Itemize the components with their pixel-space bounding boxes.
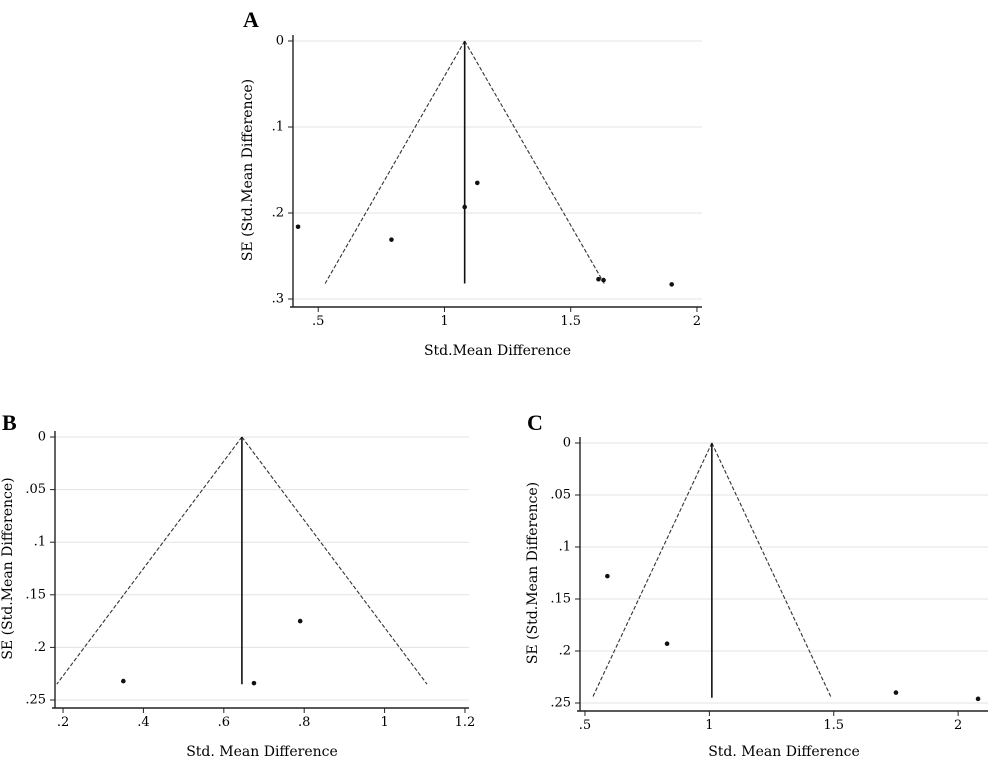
y-tick-label: .15 [550,592,571,607]
funnel-plot-a: A 0 .1 .2 .3 .5 1 1.5 2 Std.Mean Difference SE (St… [240,7,702,359]
data-point [893,690,899,695]
data-point [975,696,981,702]
data-point [664,641,670,647]
y-tick-label: .15 [25,587,46,602]
panel-letter: B [2,410,17,435]
x-tick-label: .5 [579,718,591,733]
data-point [601,277,606,283]
y-tick-label: .05 [550,488,571,503]
y-tick-label: .1 [34,535,46,550]
y-tick-label: 0 [563,436,571,451]
panel-letter: C [527,410,543,435]
y-tick-label: .05 [25,482,46,497]
y-axis-title: SE (Std.Mean Difference) [240,79,256,261]
x-tick-label: .5 [312,314,324,329]
x-tick-label: 1 [440,314,448,329]
y-axis-title: SE (Std.Mean Difference) [525,482,541,664]
y-axis-title: SE (Std.Mean Difference) [0,477,16,659]
x-axis-title: Std. Mean Difference [708,744,860,760]
y-tick-label: .2 [559,644,571,659]
data-point [475,180,480,186]
x-tick-label: 1 [705,718,713,733]
x-tick-label: .2 [57,715,69,730]
x-tick-label: 2 [954,718,962,733]
y-tick-label: 0 [38,430,46,445]
funnel-left-limit [324,40,466,284]
x-tick-label: 1.2 [455,715,476,730]
y-tick-label: .25 [550,696,571,711]
data-point [297,618,303,624]
y-tick-label: .3 [272,292,284,307]
y-tick-label: .1 [272,120,284,135]
data-point [251,680,257,686]
y-tick-label: .1 [559,540,571,555]
data-point [389,237,394,242]
panel-letter: A [243,7,259,32]
data-point [605,573,610,579]
x-axis-title: Std. Mean Difference [186,744,338,760]
x-tick-label: 1.5 [560,314,581,329]
funnel-plot-c: C 0 .05 .1 .15 .2 .25 .5 1 1.5 2 Std. Mean Differen… [525,410,988,760]
y-tick-label: .25 [25,693,46,708]
x-tick-label: .4 [137,715,149,730]
funnel-right-limit [241,436,428,685]
x-tick-label: 2 [693,314,701,329]
x-tick-label: .6 [218,715,230,730]
x-tick-label: 1.5 [823,718,844,733]
x-tick-label: .8 [298,715,310,730]
data-point [462,204,467,210]
y-tick-label: 0 [276,34,284,49]
data-point [669,282,675,287]
data-point [121,678,126,684]
y-tick-label: .2 [34,640,46,655]
funnel-left-limit [591,442,713,699]
funnel-right-limit [711,442,832,699]
data-point [596,276,601,282]
y-tick-label: .2 [272,206,284,221]
x-tick-label: 1 [380,715,388,730]
x-axis-title: Std.Mean Difference [424,343,571,359]
funnel-plot-b: B 0 .05 .1 .15 .2 .25 .2 .4 .6 .8 1 1.2 Std. Mean Dif… [0,410,475,760]
data-point [295,224,301,230]
funnel-right-limit [464,40,605,284]
funnel-left-limit [56,436,243,685]
